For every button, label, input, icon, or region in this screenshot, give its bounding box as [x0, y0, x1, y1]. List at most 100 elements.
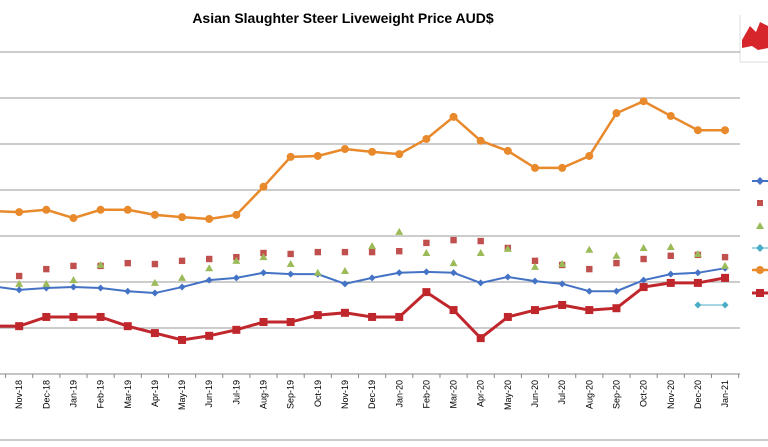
marker — [286, 318, 295, 327]
marker — [585, 287, 593, 295]
marker — [476, 136, 485, 145]
marker — [449, 306, 458, 315]
marker — [368, 242, 377, 250]
marker — [124, 287, 132, 295]
marker — [69, 312, 78, 321]
marker — [422, 249, 431, 257]
marker — [259, 182, 268, 191]
series-line — [0, 267, 726, 295]
marker — [340, 308, 349, 317]
marker — [694, 269, 702, 277]
marker — [450, 269, 458, 277]
x-tick-label: Aug-19 — [259, 380, 269, 409]
marker — [666, 111, 675, 120]
series-line — [0, 276, 726, 342]
marker — [42, 279, 51, 287]
marker — [666, 278, 675, 287]
marker — [558, 163, 567, 172]
marker — [558, 301, 567, 309]
marker — [97, 284, 105, 292]
marker — [477, 237, 484, 245]
marker — [721, 253, 729, 261]
marker — [639, 283, 648, 292]
marker — [395, 269, 403, 277]
marker — [422, 288, 431, 297]
marker — [151, 260, 159, 268]
marker — [287, 270, 295, 278]
x-tick-label: Oct-19 — [313, 380, 323, 407]
marker — [42, 205, 51, 214]
x-tick-label: Dec-18 — [41, 380, 51, 409]
marker — [586, 265, 593, 273]
x-tick-label: Dec-19 — [367, 380, 377, 409]
marker — [178, 273, 187, 281]
marker — [368, 274, 376, 282]
marker — [340, 266, 349, 274]
marker — [313, 268, 322, 276]
marker — [694, 301, 702, 309]
x-tick-label: Apr-20 — [476, 380, 486, 407]
marker — [395, 312, 404, 321]
marker — [558, 260, 567, 268]
marker — [503, 244, 512, 252]
marker — [612, 287, 620, 295]
x-tick-label: Nov-18 — [14, 380, 24, 409]
marker — [260, 249, 267, 257]
marker — [531, 277, 539, 285]
x-tick-label: Mar-20 — [449, 380, 459, 409]
marker — [476, 249, 485, 257]
marker — [286, 152, 295, 161]
x-tick-label: Jun-19 — [204, 380, 214, 408]
marker — [178, 283, 186, 291]
marker — [640, 255, 647, 263]
marker — [396, 247, 403, 255]
marker — [693, 278, 702, 287]
legend — [752, 177, 768, 297]
marker — [666, 243, 675, 251]
marker — [612, 251, 621, 259]
marker — [287, 250, 294, 258]
x-tick-label: Jul-19 — [231, 380, 241, 405]
marker — [504, 273, 512, 281]
marker — [449, 259, 458, 267]
marker — [613, 259, 620, 267]
marker — [178, 335, 187, 344]
marker — [341, 248, 349, 256]
marker — [42, 312, 51, 321]
marker — [69, 283, 77, 291]
marker — [205, 264, 214, 272]
marker — [15, 286, 23, 294]
x-tick-label: Feb-19 — [96, 380, 106, 409]
marker — [721, 301, 729, 309]
x-tick-label: Jan-21 — [720, 380, 730, 408]
marker — [449, 112, 458, 121]
x-tick-label: Feb-20 — [421, 380, 431, 409]
x-tick-label: May-20 — [503, 380, 513, 410]
marker — [612, 304, 621, 313]
marker — [395, 227, 404, 235]
marker — [151, 289, 159, 297]
x-tick-label: May-19 — [177, 380, 187, 410]
marker — [15, 208, 24, 217]
x-tick-label: Apr-19 — [150, 380, 160, 407]
marker — [123, 322, 132, 331]
marker — [259, 318, 268, 327]
marker — [15, 322, 24, 331]
marker — [693, 249, 702, 257]
marker — [286, 260, 295, 268]
marker — [693, 126, 702, 135]
x-tick-label: Dec-20 — [693, 380, 703, 409]
marker — [585, 245, 594, 253]
marker — [96, 260, 105, 268]
x-tick-label: Sep-19 — [286, 380, 296, 409]
marker — [123, 205, 132, 214]
marker — [150, 278, 159, 286]
marker — [503, 146, 512, 155]
marker — [531, 262, 539, 270]
marker — [450, 236, 457, 244]
x-tick-label: Nov-19 — [340, 380, 350, 409]
marker — [503, 312, 512, 321]
x-tick-label: Mar-19 — [123, 380, 133, 409]
x-tick-label: Aug-20 — [584, 380, 594, 409]
marker — [531, 163, 539, 172]
